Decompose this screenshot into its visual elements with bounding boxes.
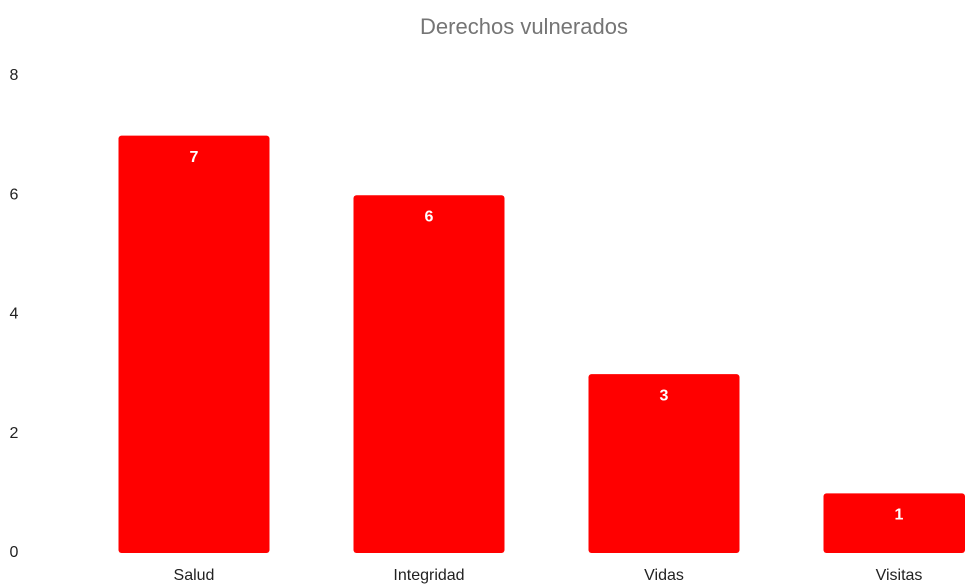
bar bbox=[823, 493, 965, 553]
y-tick-label: 4 bbox=[10, 306, 19, 323]
y-tick-label: 0 bbox=[10, 544, 19, 561]
value-label: 3 bbox=[660, 387, 669, 404]
x-tick-label: Integridad bbox=[393, 567, 464, 584]
bar bbox=[118, 135, 270, 553]
bar bbox=[353, 195, 505, 553]
value-label: 1 bbox=[895, 507, 904, 524]
bar bbox=[588, 374, 740, 553]
x-tick-label: Salud bbox=[174, 567, 215, 584]
x-tick-label: Vidas bbox=[644, 567, 684, 584]
y-tick-label: 8 bbox=[10, 67, 19, 84]
value-label: 7 bbox=[190, 149, 199, 166]
x-tick-label: Visitas bbox=[876, 567, 923, 584]
y-tick-label: 2 bbox=[10, 425, 19, 442]
value-label: 6 bbox=[425, 208, 434, 225]
y-tick-label: 6 bbox=[10, 186, 19, 203]
chart-title: Derechos vulnerados bbox=[420, 14, 628, 39]
